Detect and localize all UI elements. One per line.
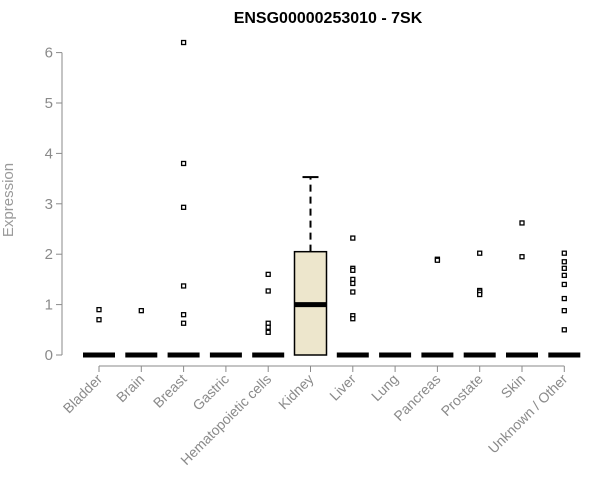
outlier-point [561, 265, 567, 271]
box-group [293, 176, 328, 356]
box-group [167, 39, 200, 358]
outlier-point [265, 271, 271, 278]
outlier-point [180, 204, 187, 210]
y-tick-label: 6 [45, 45, 53, 62]
outlier-point [350, 235, 356, 241]
y-tick-label: 3 [45, 196, 53, 213]
x-tick-label: Brain [113, 371, 147, 405]
x-tick-label: Liver [326, 371, 359, 404]
y-tick-label: 1 [45, 297, 53, 314]
outlier-point [519, 220, 525, 226]
box-group [125, 307, 158, 358]
outlier-point [561, 272, 567, 279]
outlier-point [477, 250, 483, 256]
outlier-point [561, 295, 567, 302]
x-tick-label: Breast [150, 371, 190, 411]
box-group [252, 271, 285, 358]
outlier-point [180, 160, 187, 167]
x-tick-label: Kidney [275, 371, 317, 413]
outlier-point [561, 327, 567, 333]
box-group [506, 220, 538, 358]
outlier-point [265, 329, 271, 335]
outlier-point [96, 317, 102, 323]
y-tick-label: 2 [45, 246, 53, 263]
outlier-point [434, 257, 441, 263]
outlier-point [265, 288, 271, 294]
y-tick-label: 5 [45, 95, 53, 112]
y-tick-label: 4 [45, 145, 53, 162]
outlier-point [561, 259, 567, 265]
x-tick-label: Skin [498, 371, 529, 402]
box-group [336, 235, 369, 358]
outlier-point [180, 312, 187, 318]
box-group [548, 250, 581, 358]
x-tick-label: Pancreas [390, 371, 443, 424]
outlier-point [96, 306, 102, 313]
outlier-point [519, 254, 525, 260]
y-axis-label: Expression [0, 163, 17, 237]
outlier-point [561, 307, 567, 314]
outlier-point [561, 250, 567, 256]
outlier-point [180, 39, 187, 46]
y-tick-label: 0 [45, 347, 53, 364]
plot-area [83, 39, 581, 358]
x-tick-label: Bladder [60, 371, 106, 417]
chart-title: ENSG00000253010 - 7SK [234, 10, 423, 27]
y-axis: 0 1 2 3 4 5 6 [45, 45, 63, 364]
outlier-point [350, 289, 356, 295]
x-tick-label: Unknown / Other [485, 371, 571, 457]
outlier-point [561, 281, 567, 288]
outlier-point [138, 307, 144, 314]
x-tick-label: Lung [368, 371, 401, 404]
outlier-point [477, 291, 483, 298]
outlier-point [265, 324, 271, 330]
box-group [421, 256, 454, 358]
outlier-point [350, 316, 356, 322]
box-group [463, 250, 496, 358]
outlier-point [350, 267, 356, 273]
outlier-point [180, 283, 187, 289]
outlier-point [180, 320, 187, 326]
outlier-point [350, 280, 356, 287]
box-group [83, 306, 115, 358]
x-tick-label: Prostate [438, 371, 486, 419]
